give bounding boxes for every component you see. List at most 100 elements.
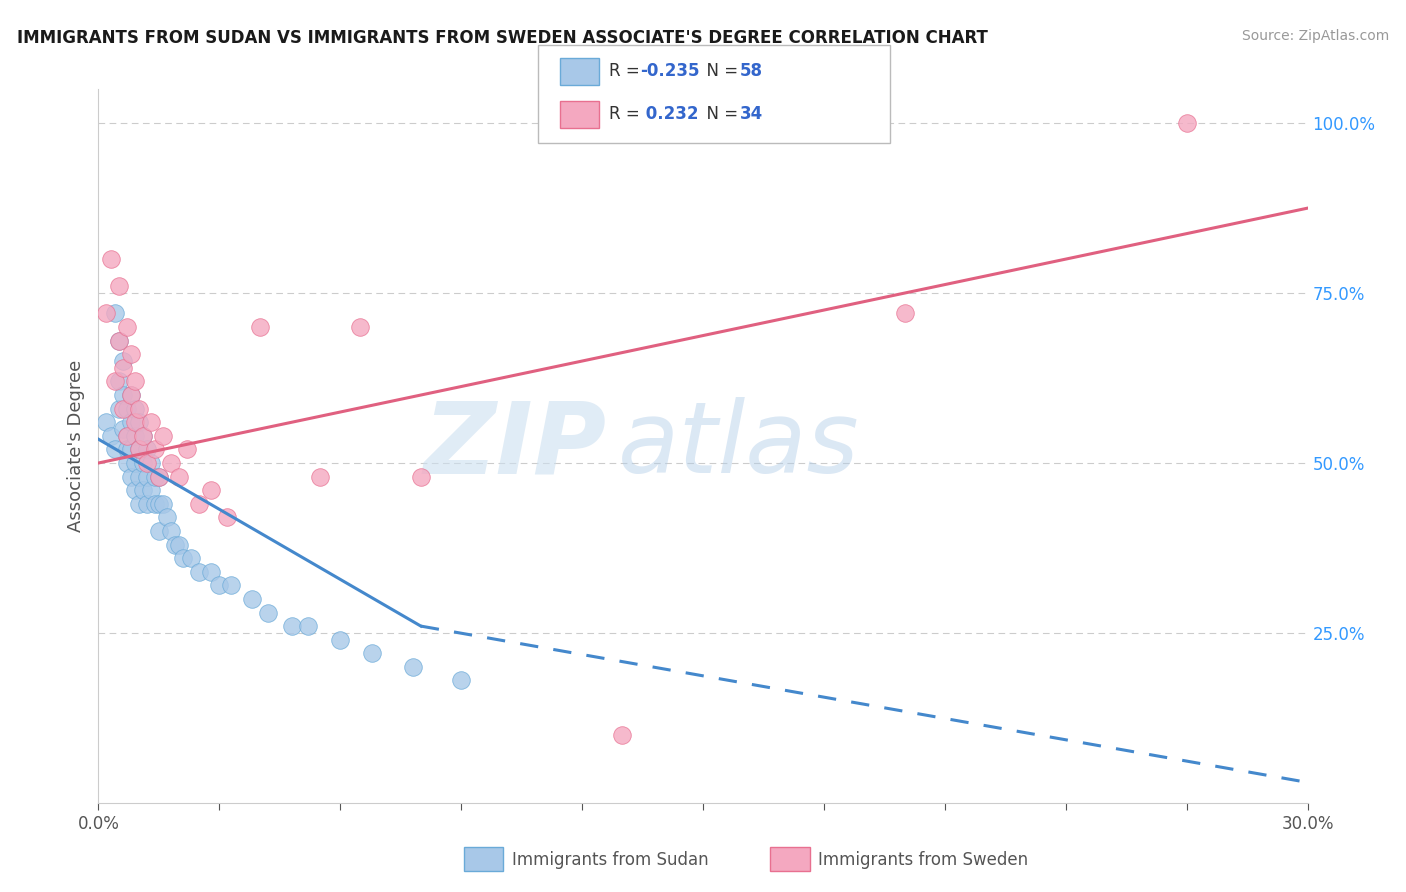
Point (167, 537, 190, 551)
Point (128, 401, 150, 416)
Point (132, 429, 155, 443)
Point (200, 483, 222, 498)
Point (115, 429, 138, 443)
Text: Source: ZipAtlas.com: Source: ZipAtlas.com (1241, 29, 1389, 43)
Point (107, 401, 129, 416)
Point (135, 442, 157, 457)
Point (107, 334, 129, 348)
Point (160, 524, 183, 538)
Point (148, 469, 170, 483)
Point (240, 591, 263, 606)
Point (115, 320, 138, 334)
Text: atlas: atlas (619, 398, 860, 494)
Point (148, 469, 170, 483)
Point (120, 388, 142, 402)
Point (111, 388, 134, 402)
Point (115, 429, 138, 443)
Point (124, 429, 146, 443)
Point (128, 442, 150, 457)
Point (100, 252, 122, 266)
Point (132, 456, 155, 470)
Point (103, 442, 125, 457)
Point (256, 606, 278, 620)
Point (120, 415, 142, 429)
Point (111, 401, 134, 416)
Point (111, 422, 134, 436)
Text: Immigrants from Sweden: Immigrants from Sweden (818, 851, 1028, 869)
Point (111, 360, 134, 375)
Point (156, 510, 179, 524)
Text: ZIP: ZIP (423, 398, 606, 494)
Point (281, 619, 304, 633)
Point (96, 306, 118, 320)
Point (180, 551, 202, 566)
Point (172, 551, 194, 566)
Point (893, 306, 915, 320)
Point (107, 375, 129, 389)
Point (135, 456, 157, 470)
Point (208, 578, 231, 592)
Point (124, 375, 146, 389)
Point (329, 632, 352, 647)
Text: 0.232: 0.232 (640, 105, 699, 123)
Point (221, 578, 243, 592)
Point (1175, 116, 1198, 130)
Point (128, 415, 150, 429)
Point (132, 483, 155, 498)
Point (176, 442, 198, 457)
Point (103, 375, 125, 389)
Point (188, 565, 211, 579)
Point (188, 497, 211, 511)
Point (139, 456, 162, 470)
Point (361, 646, 384, 660)
Point (139, 415, 162, 429)
Point (217, 510, 239, 524)
Point (107, 334, 129, 348)
Point (163, 537, 186, 551)
Point (139, 483, 162, 498)
Point (120, 469, 142, 483)
Point (143, 442, 166, 457)
Text: N =: N = (696, 105, 744, 123)
Point (128, 497, 150, 511)
Point (107, 279, 129, 293)
Point (120, 347, 142, 361)
Point (128, 469, 150, 483)
Point (115, 401, 138, 416)
Point (160, 456, 183, 470)
Point (167, 469, 190, 483)
Text: 34: 34 (740, 105, 763, 123)
Point (450, 673, 472, 688)
Point (124, 401, 146, 416)
Point (409, 469, 432, 483)
Point (152, 497, 174, 511)
Point (309, 469, 332, 483)
Text: -0.235: -0.235 (640, 62, 699, 80)
Point (349, 320, 371, 334)
Point (115, 456, 138, 470)
Point (111, 354, 134, 368)
Point (402, 660, 425, 674)
Text: IMMIGRANTS FROM SUDAN VS IMMIGRANTS FROM SWEDEN ASSOCIATE'S DEGREE CORRELATION C: IMMIGRANTS FROM SUDAN VS IMMIGRANTS FROM… (17, 29, 988, 46)
Point (124, 415, 146, 429)
Point (124, 456, 146, 470)
Point (135, 497, 157, 511)
Text: N =: N = (696, 62, 744, 80)
Text: Immigrants from Sudan: Immigrants from Sudan (512, 851, 709, 869)
Point (148, 524, 170, 538)
Point (128, 442, 150, 457)
Point (124, 483, 146, 498)
Point (612, 728, 634, 742)
Point (143, 497, 166, 511)
Point (200, 565, 222, 579)
Point (148, 497, 170, 511)
Point (132, 429, 155, 443)
Point (100, 429, 122, 443)
Point (143, 469, 166, 483)
Point (96, 415, 118, 429)
Text: 58: 58 (740, 62, 762, 80)
Point (120, 442, 142, 457)
Text: R =: R = (609, 62, 645, 80)
Point (249, 320, 271, 334)
Point (297, 619, 319, 633)
